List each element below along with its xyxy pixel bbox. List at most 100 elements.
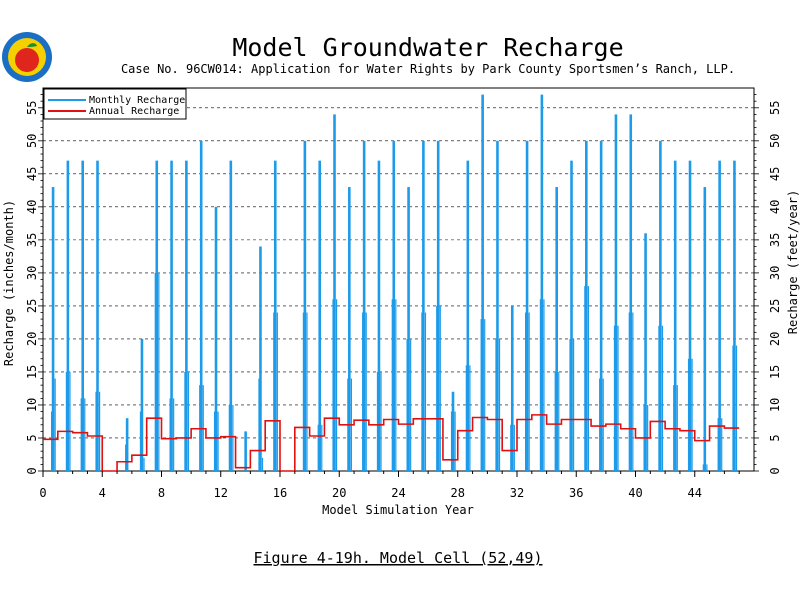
y2-tick-label-6: 30 [768,266,782,280]
monthly-bar-17-0 [302,312,305,471]
monthly-bar-29-1 [481,94,484,471]
x-axis: 0 4 8 12 16 20 24 28 32 36 40 44 [39,471,740,500]
monthly-bar-44-1 [703,187,707,471]
gridlines [43,107,754,439]
monthly-bar-0-0 [50,411,53,471]
annual-recharge-series [43,414,740,472]
y-tick-label-7: 35 [25,233,39,247]
y2-tick-label-10: 50 [768,134,782,148]
monthly-bar-11-0 [213,411,216,471]
monthly-bar-21-2 [365,312,367,471]
monthly-bar-26-1 [436,140,440,472]
y-axis-left: 0 5 10 15 20 25 30 35 40 45 50 55 [25,94,43,475]
monthly-bar-14-1 [259,246,262,471]
monthly-bar-17-2 [306,312,308,471]
x-tick-label-9: 36 [569,486,583,500]
monthly-bar-34-2 [558,371,560,471]
monthly-bar-17-1 [303,140,307,472]
monthly-bar-23-0 [391,299,393,471]
monthly-bar-36-2 [587,286,589,471]
monthly-bar-0-1 [51,187,55,471]
monthly-bar-44-2 [706,464,708,471]
monthly-bar-29-2 [484,319,486,471]
monthly-bar-26-0 [436,305,438,471]
monthly-bar-33-0 [539,299,542,471]
figure-caption: Figure 4-19h. Model Cell (52,49) [254,549,543,567]
monthly-bar-38-2 [617,325,619,471]
y-axis-right: 0 5 10 15 20 25 30 35 40 45 50 55 [754,94,782,475]
monthly-bar-19-2 [335,299,338,471]
monthly-bar-3-1 [96,160,99,471]
monthly-bar-40-1 [644,233,647,471]
monthly-bar-6-0 [139,411,142,471]
y-tick-label-0: 0 [25,467,39,474]
monthly-bar-42-1 [673,160,677,471]
monthly-bar-6-2 [143,457,145,471]
chart-title: Model Groundwater Recharge [232,33,623,62]
monthly-bar-15-1 [273,160,277,471]
monthly-bar-45-1 [718,160,721,471]
monthly-bar-41-2 [661,325,664,471]
monthly-bar-11-1 [214,206,218,472]
monthly-bar-36-1 [585,140,588,472]
y-tick-label-5: 25 [25,299,39,313]
y2-tick-label-4: 20 [768,332,782,346]
monthly-bar-28-2 [469,365,471,471]
y-tick-label-11: 55 [25,101,39,115]
y-tick-label-10: 50 [25,134,39,148]
monthly-bar-31-0 [510,424,512,471]
monthly-bar-37-2 [602,378,604,471]
monthly-bar-9-1 [185,160,188,471]
monthly-bar-25-0 [421,312,423,471]
monthly-bar-33-2 [543,299,545,471]
legend-label-monthly: Monthly Recharge [89,95,185,106]
y2-tick-label-9: 45 [768,167,782,181]
monthly-bar-30-1 [496,140,499,472]
monthly-bar-35-0 [569,338,571,471]
monthly-bar-11-2 [217,411,219,471]
x-tick-label-3: 12 [214,486,228,500]
y2-tick-label-5: 25 [768,299,782,313]
monthly-bar-12-1 [229,160,233,471]
monthly-bar-31-1 [510,305,514,471]
legend: Monthly Recharge Annual Recharge [43,88,187,120]
monthly-bar-30-2 [498,338,501,471]
monthly-bar-32-1 [525,140,529,472]
monthly-bar-0-2 [54,378,56,471]
monthly-bar-25-2 [424,312,427,471]
monthly-recharge-series [50,94,738,472]
monthly-bar-24-0 [406,338,408,471]
monthly-bar-43-1 [688,160,692,471]
monthly-bar-46-0 [732,345,734,471]
x-tick-label-10: 40 [628,486,642,500]
monthly-bar-13-1 [244,431,247,471]
monthly-bar-31-2 [513,424,515,471]
monthly-bar-28-1 [466,160,470,471]
monthly-bar-10-1 [199,140,203,472]
monthly-bar-38-0 [613,325,616,471]
monthly-bar-32-0 [524,312,527,471]
monthly-bar-26-2 [439,305,441,471]
y-tick-label-6: 30 [25,266,39,280]
monthly-bar-38-1 [614,114,618,472]
monthly-bar-1-0 [65,371,68,471]
monthly-bar-33-1 [540,94,544,471]
monthly-bar-15-0 [273,312,275,471]
y2-tick-label-3: 15 [768,365,782,379]
monthly-bar-34-0 [554,371,556,471]
monthly-bar-8-0 [169,398,171,471]
monthly-bar-27-0 [450,411,453,471]
monthly-bar-35-1 [570,160,573,471]
y2-tick-label-8: 40 [768,200,782,214]
monthly-bar-35-2 [572,338,575,471]
monthly-bar-8-1 [170,160,173,471]
monthly-bar-1-1 [66,160,70,471]
monthly-bar-3-2 [98,391,101,471]
monthly-bar-43-2 [691,358,693,471]
monthly-bar-22-1 [377,160,381,471]
monthly-bar-12-0 [228,404,230,471]
monthly-bar-12-2 [232,404,234,471]
x-tick-label-6: 24 [391,486,405,500]
monthly-bar-46-2 [735,345,738,471]
